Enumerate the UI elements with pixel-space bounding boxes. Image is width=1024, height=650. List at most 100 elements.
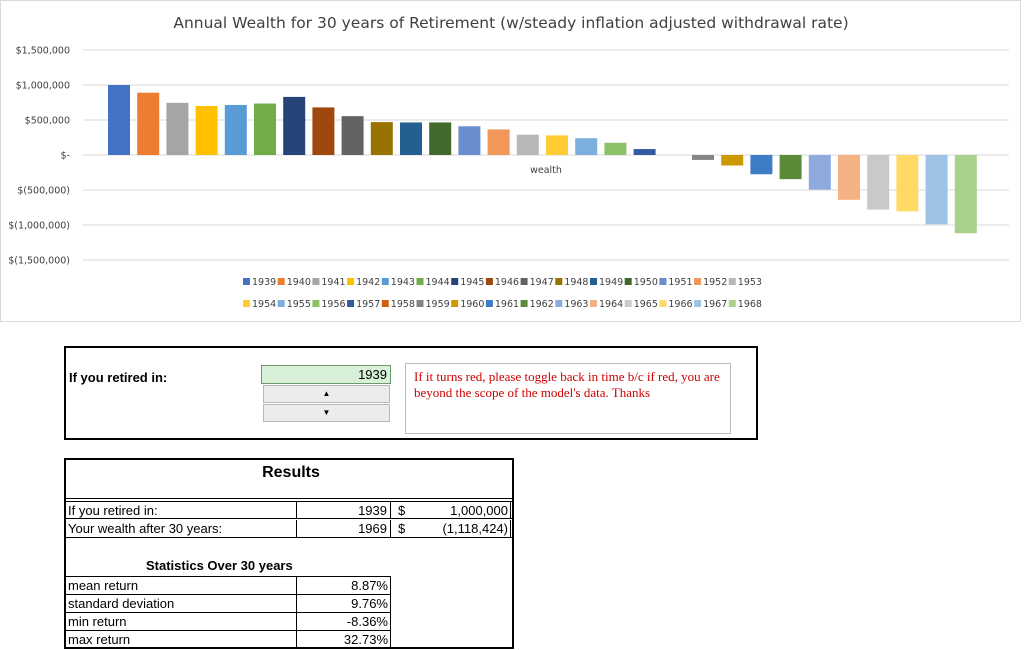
- legend-swatch-1955: [277, 300, 285, 307]
- legend-swatch-1956: [312, 300, 320, 307]
- bar-1949: [400, 122, 422, 155]
- legend-swatch-1965: [624, 300, 632, 307]
- y-tick-label: $500,000: [25, 116, 70, 127]
- y-tick-label: $1,000,000: [16, 81, 70, 92]
- results-row-label: If you retired in:: [68, 503, 158, 518]
- stats-value: 9.76%: [296, 595, 391, 612]
- legend-label-1956: 1956: [321, 299, 345, 310]
- bar-1947: [341, 116, 364, 155]
- legend-swatch-1960: [451, 300, 459, 307]
- bar-1950: [429, 122, 452, 155]
- bar-1943: [224, 104, 247, 155]
- legend-label-1944: 1944: [426, 277, 450, 288]
- legend-label-1958: 1958: [391, 299, 415, 310]
- bar-1968: [954, 155, 977, 234]
- retire-year-label: If you retired in:: [69, 370, 168, 385]
- legend-swatch-1966: [659, 300, 667, 307]
- stats-title: Statistics Over 30 years: [146, 558, 293, 573]
- y-tick-label: $-: [61, 151, 70, 162]
- legend-label-1953: 1953: [738, 277, 762, 288]
- y-tick-label: $1,500,000: [16, 46, 70, 57]
- y-tick-label: $(500,000): [17, 186, 70, 197]
- bar-1966: [896, 155, 919, 212]
- legend-label-1951: 1951: [668, 277, 692, 288]
- results-row-amount: (1,118,424): [411, 520, 511, 537]
- legend-label-1947: 1947: [530, 277, 554, 288]
- bar-1942: [195, 106, 218, 155]
- legend-label-1939: 1939: [252, 277, 276, 288]
- legend-swatch-1958: [381, 300, 389, 307]
- legend-swatch-1939: [243, 278, 250, 285]
- legend-swatch-1948: [555, 278, 563, 285]
- legend-label-1942: 1942: [356, 277, 380, 288]
- chart-title: Annual Wealth for 30 years of Retirement…: [173, 14, 848, 32]
- results-divider: [66, 498, 512, 499]
- bar-1948: [370, 122, 393, 155]
- stats-value: 32.73%: [296, 631, 391, 648]
- legend-label-1967: 1967: [703, 299, 727, 310]
- legend-label-1960: 1960: [460, 299, 484, 310]
- stats-label: min return: [68, 614, 127, 629]
- bar-1939: [108, 85, 130, 155]
- legend-swatch-1945: [451, 278, 459, 285]
- spin-down-button[interactable]: ▼: [263, 404, 390, 422]
- legend-label-1955: 1955: [287, 299, 311, 310]
- stats-row-mean: mean return 8.87%: [66, 576, 391, 594]
- legend-label-1961: 1961: [495, 299, 519, 310]
- legend-label-1954: 1954: [252, 299, 276, 310]
- legend-swatch-1967: [694, 300, 702, 307]
- legend-swatch-1941: [312, 278, 320, 285]
- warning-note: If it turns red, please toggle back in t…: [405, 363, 731, 434]
- y-tick-label: $(1,500,000): [8, 256, 70, 267]
- input-panel: If you retired in: 1939 ▲ ▼ If it turns …: [64, 346, 758, 440]
- legend-swatch-1954: [243, 300, 250, 307]
- stats-label: standard deviation: [68, 596, 175, 611]
- legend-label-1941: 1941: [321, 277, 345, 288]
- results-row-year: 1969: [296, 520, 391, 537]
- results-panel: Results If you retired in: 1939 $ 1,000,…: [64, 458, 514, 649]
- stats-value: -8.36%: [296, 613, 391, 630]
- bar-1964: [838, 155, 860, 200]
- legend-swatch-1944: [416, 278, 424, 285]
- legend-swatch-1962: [520, 300, 528, 307]
- legend-swatch-1940: [277, 278, 285, 285]
- legend-label-1966: 1966: [668, 299, 692, 310]
- legend-label-1943: 1943: [391, 277, 415, 288]
- legend-swatch-1961: [485, 300, 493, 307]
- results-row-currency: $: [398, 521, 406, 536]
- legend-label-1968: 1968: [738, 299, 762, 310]
- legend-label-1948: 1948: [564, 277, 588, 288]
- bar-1962: [779, 155, 802, 180]
- bar-1944: [254, 103, 276, 155]
- legend-swatch-1947: [520, 278, 528, 285]
- bar-1956: [604, 142, 627, 155]
- legend-label-1940: 1940: [287, 277, 311, 288]
- legend-label-1949: 1949: [599, 277, 623, 288]
- stats-row-min: min return -8.36%: [66, 612, 391, 630]
- stats-value: 8.87%: [296, 577, 391, 594]
- stats-label: max return: [68, 632, 131, 647]
- legend-swatch-1968: [728, 300, 736, 307]
- bar-1953: [516, 134, 539, 155]
- legend-label-1957: 1957: [356, 299, 380, 310]
- legend-label-1965: 1965: [634, 299, 658, 310]
- results-title: Results: [262, 464, 320, 481]
- bar-1965: [867, 155, 890, 210]
- legend-swatch-1951: [659, 278, 667, 285]
- bar-1957: [633, 149, 656, 155]
- results-row-year: 1939: [296, 502, 391, 519]
- stats-row-max: max return 32.73%: [66, 630, 391, 648]
- bar-1946: [312, 107, 335, 155]
- legend-swatch-1953: [728, 278, 736, 285]
- legend-label-1963: 1963: [564, 299, 588, 310]
- stats-row-stdev: standard deviation 9.76%: [66, 594, 391, 612]
- legend-label-1946: 1946: [495, 277, 519, 288]
- results-row-label: Your wealth after 30 years:: [68, 521, 223, 536]
- bar-1960: [721, 155, 744, 166]
- legend-swatch-1957: [347, 300, 355, 307]
- legend-label-1959: 1959: [426, 299, 450, 310]
- bar-1961: [750, 155, 773, 175]
- legend-label-1962: 1962: [530, 299, 554, 310]
- retire-year-cell[interactable]: 1939: [261, 365, 391, 384]
- spin-up-button[interactable]: ▲: [263, 385, 390, 403]
